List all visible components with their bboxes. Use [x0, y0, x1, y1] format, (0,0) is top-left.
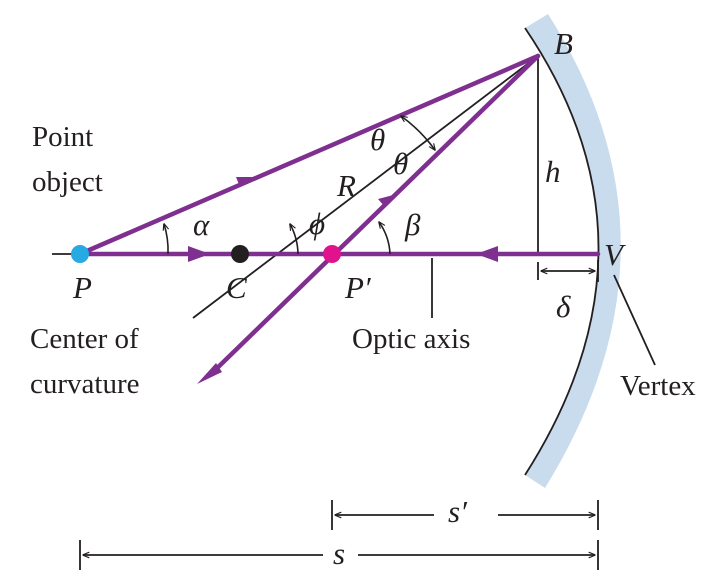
radius-line: [192, 55, 539, 319]
incident-arrowhead: [236, 177, 260, 187]
point-b-label: B: [554, 26, 573, 61]
point-p-label: P: [72, 270, 92, 305]
beta-arc: [379, 222, 391, 255]
phi-arc: [290, 224, 299, 255]
radius-r-label: R: [336, 168, 356, 203]
center-point: [231, 245, 249, 263]
optic-axis-label: Optic axis: [352, 323, 470, 355]
theta-upper-label: θ: [370, 122, 385, 157]
mirror-surface: [525, 14, 621, 488]
dimensions: [79, 260, 599, 570]
beta-label: β: [404, 207, 421, 242]
s-label: s: [333, 536, 345, 571]
reflected-ray: [207, 53, 541, 378]
s-prime-label: s′: [448, 494, 468, 529]
point-c-label: C: [226, 270, 247, 305]
incident-ray: [77, 53, 541, 257]
point-object-label-line2: object: [32, 166, 103, 198]
point-object-label-line1: Point: [32, 121, 93, 153]
alpha-label: α: [193, 207, 210, 242]
center-curvature-label-line2: curvature: [30, 368, 140, 400]
point-v-label: V: [604, 237, 626, 272]
alpha-arc: [164, 224, 168, 255]
vertex-pointer: [613, 274, 656, 366]
rays: [77, 53, 601, 378]
reflected-arrowhead-up: [378, 194, 397, 207]
ray-arrowheads: [188, 177, 498, 384]
vertex-label: Vertex: [620, 370, 696, 402]
reflected-arrowhead-end: [197, 363, 222, 384]
height-h-label: h: [545, 154, 561, 189]
delta-label: δ: [556, 289, 571, 324]
axis-arrowhead-left: [476, 246, 498, 262]
theta-lower-label: θ: [393, 146, 408, 181]
center-pointer: [170, 257, 232, 318]
mirror-edge: [524, 27, 600, 476]
phi-label: ϕ: [309, 206, 325, 241]
theta-arc: [401, 116, 435, 150]
point-p-prime-label: P′: [344, 270, 372, 305]
center-curvature-label-line1: Center of: [30, 323, 139, 355]
axis-arrowhead-right: [188, 246, 210, 262]
image-point: [323, 245, 341, 263]
object-point: [71, 245, 89, 263]
